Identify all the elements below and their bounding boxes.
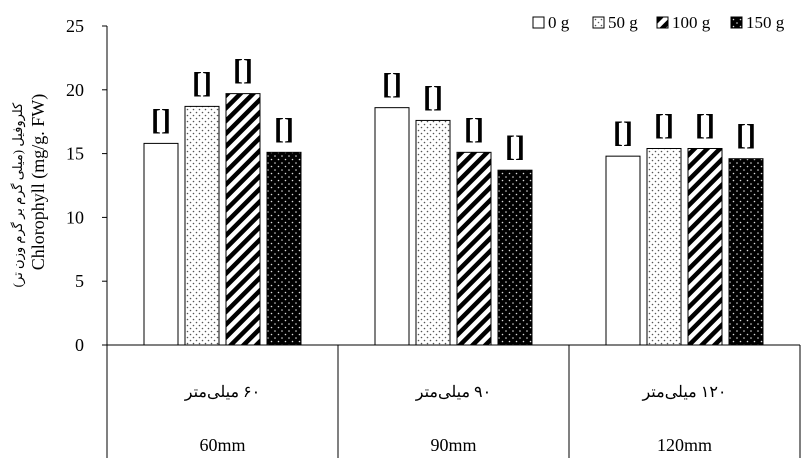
category-label-english: 60mm [199,435,245,455]
significance-letter: [] [382,68,402,101]
category-label-persian: ۶۰ میلی‌متر [184,384,260,401]
significance-letters-group: [] [] [] [] [] [] [] [] [] [] [] [] [151,54,756,164]
category-label-persian: ۹۰ میلی‌متر [415,384,491,401]
legend-swatch-dots [592,16,605,29]
significance-letter: [] [505,130,525,163]
category-label-persian: ۱۲۰ میلی‌متر [641,384,726,401]
y-tick-label: 20 [66,80,84,100]
y-tick-label: 0 [75,335,84,355]
legend-swatch-hatch [656,16,669,29]
significance-letter: [] [695,108,715,141]
y-tick-label: 5 [75,271,84,291]
y-axis-label-persian: کلروفیل (میلی گرم بر گرم وزن تر) [10,102,26,287]
significance-letter: [] [464,112,484,145]
y-axis: 0 5 10 15 20 25 [66,16,108,355]
y-tick-label: 15 [66,144,84,164]
legend-swatch-black-dots [730,16,743,29]
bars-group [143,93,764,346]
significance-letter: [] [736,119,756,152]
y-axis-label-english: Chlorophyll (mg/g. FW) [28,94,49,271]
bar-hatch [456,151,492,346]
bar-hatch [687,147,723,346]
category-label-english: 90mm [430,435,476,455]
legend-label: 0 g [548,13,570,32]
bar-hatch [225,93,261,346]
bar-white [143,142,179,346]
bar-white [605,155,641,346]
significance-letter: [] [151,103,171,136]
legend-label: 100 g [672,13,711,32]
bar-dots [184,105,220,346]
x-axis-category-table: ۶۰ میلی‌متر 60mm ۹۰ میلی‌متر 90mm ۱۲۰ میلی‌م… [106,344,801,458]
significance-letter: [] [233,54,253,87]
bar-black-dots [497,169,533,346]
significance-letter: [] [654,108,674,141]
y-tick-label: 10 [66,207,84,227]
bar-dots [415,119,451,346]
bar-white [374,107,410,346]
legend-label: 50 g [608,13,638,32]
bar-black-dots [266,151,302,346]
legend-swatch-white [532,16,545,29]
bar-dots [646,147,682,346]
significance-letter: [] [192,66,212,99]
significance-letter: [] [613,116,633,149]
legend: 0 g 50 g 100 g 150 g [532,13,785,32]
category-label-english: 120mm [657,435,712,455]
bar-black-dots [728,158,764,346]
significance-letter: [] [274,112,294,145]
legend-label: 150 g [746,13,785,32]
y-tick-label: 25 [66,16,84,36]
significance-letter: [] [423,80,443,113]
